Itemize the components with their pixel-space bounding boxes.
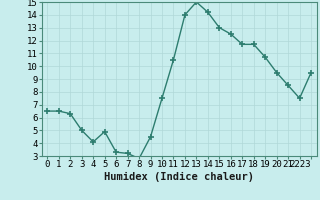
X-axis label: Humidex (Indice chaleur): Humidex (Indice chaleur) xyxy=(104,172,254,182)
